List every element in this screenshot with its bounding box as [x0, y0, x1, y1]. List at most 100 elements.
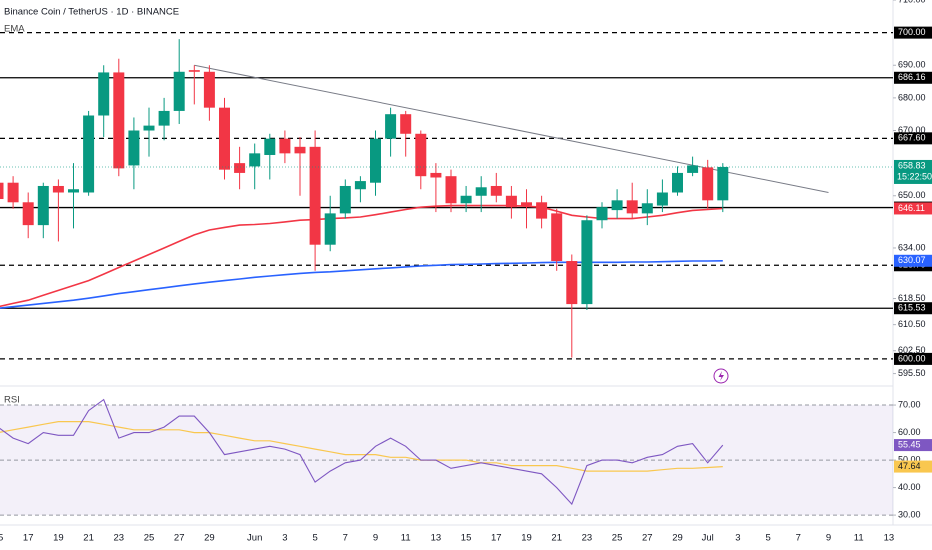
x-tick-label: 21: [83, 533, 94, 544]
x-tick-label: 27: [174, 533, 185, 544]
level-box: [894, 352, 932, 365]
y-tick-label: 680.00: [898, 92, 926, 102]
ema-value-box: [894, 254, 932, 267]
level-box: [894, 26, 932, 39]
y-tick-label: 618.50: [898, 293, 926, 303]
event-icon[interactable]: [713, 368, 729, 384]
x-tick-label: 13: [431, 533, 442, 544]
level-box: [894, 302, 932, 315]
candle-body: [354, 181, 366, 190]
level-label: 686.16: [898, 72, 926, 82]
candle-body: [22, 202, 34, 226]
candle-body: [702, 167, 714, 201]
x-tick-label: 21: [551, 533, 562, 544]
indicator-label: EMA: [4, 24, 25, 35]
candle-body: [656, 192, 668, 206]
candle-body: [7, 182, 19, 203]
ema-line: [0, 260, 723, 309]
x-tick-label: 3: [735, 533, 740, 544]
candle-body: [68, 189, 79, 193]
candle-body: [385, 114, 397, 139]
y-tick-label: 602.50: [898, 345, 926, 355]
y-tick-label: 610.50: [898, 319, 926, 329]
rsi-y-tick-label: 70.00: [898, 399, 921, 409]
ema-value-label: 646.11: [898, 203, 925, 213]
candle-body: [536, 202, 548, 219]
candle-body: [611, 200, 623, 211]
x-tick-label: 9: [373, 533, 378, 544]
rsi-value-label: 55.45: [898, 439, 921, 449]
candle-body: [143, 125, 155, 131]
ema-value-label: 630.07: [898, 255, 926, 265]
x-tick-label: 5: [312, 533, 317, 544]
rsi-value-label: 47.64: [898, 461, 921, 471]
x-tick-label: Jul: [702, 533, 714, 544]
x-tick-label: 11: [401, 533, 411, 544]
x-tick-label: 29: [204, 533, 215, 544]
candle-body: [219, 107, 230, 170]
candle-body: [113, 72, 125, 169]
x-tick-label: 13: [884, 533, 895, 544]
candle-body: [581, 220, 593, 305]
rsi-value-box: [894, 460, 932, 473]
level-box: [894, 132, 932, 145]
x-tick-label: 25: [612, 533, 623, 544]
candle-body: [475, 187, 487, 196]
level-label: 600.00: [898, 353, 926, 363]
x-tick-label: 25: [144, 533, 155, 544]
y-tick-label: 690.00: [898, 60, 926, 70]
candle-body: [430, 172, 442, 178]
candle-body: [0, 182, 4, 200]
event-bolt: [718, 371, 724, 381]
candle-body: [234, 163, 246, 173]
candle-body: [173, 71, 185, 111]
candle-body: [521, 202, 532, 206]
level-label: 615.53: [898, 303, 926, 313]
countdown-label: 15:22:50: [897, 171, 932, 181]
x-tick-label: 23: [582, 533, 593, 544]
rsi-label: RSI: [4, 395, 20, 406]
candle-body: [264, 138, 276, 155]
rsi-y-tick-label: 50.00: [898, 454, 921, 464]
x-tick-label: Jun: [247, 533, 262, 544]
candle-body: [687, 165, 699, 173]
candle-body: [309, 146, 321, 245]
candle-body: [339, 185, 351, 214]
rsi-value-box: [894, 439, 932, 452]
y-tick-label: 670.00: [898, 125, 926, 135]
candle-body: [370, 138, 381, 183]
candle-body: [596, 207, 608, 221]
x-tick-label: 19: [53, 533, 64, 544]
candle-body: [249, 153, 261, 167]
level-box: [894, 71, 932, 84]
y-tick-label: 650.00: [898, 190, 926, 200]
x-tick-label: 5: [765, 533, 770, 544]
candle-body: [158, 110, 170, 126]
y-tick-label: 634.00: [898, 242, 926, 252]
candle-body: [188, 70, 200, 72]
ema-value-box: [894, 202, 932, 215]
candle-body: [294, 146, 306, 154]
chart-title: Binance Coin / TetherUS · 1D · BINANCE: [4, 7, 179, 18]
rsi-line: [0, 398, 724, 506]
x-tick-label: 17: [23, 533, 34, 544]
candle-body: [203, 71, 215, 108]
rsi-y-tick-label: 30.00: [898, 509, 921, 519]
y-tick-label: 595.50: [898, 368, 926, 378]
candle-body: [490, 185, 502, 196]
candle-body: [415, 133, 427, 177]
x-tick-label: 17: [491, 533, 502, 544]
last-price-box: [894, 159, 932, 184]
candle-body: [98, 72, 110, 116]
candle-body: [445, 176, 457, 204]
x-tick-label: 7: [796, 533, 801, 544]
x-tick-label: 3: [282, 533, 287, 544]
level-label: 700.00: [898, 27, 926, 37]
x-tick-label: 23: [114, 533, 125, 544]
candle-body: [626, 200, 638, 214]
last-price-label: 658.83: [898, 160, 926, 170]
candle-body: [717, 166, 729, 201]
x-tick-label: 15: [461, 533, 472, 544]
